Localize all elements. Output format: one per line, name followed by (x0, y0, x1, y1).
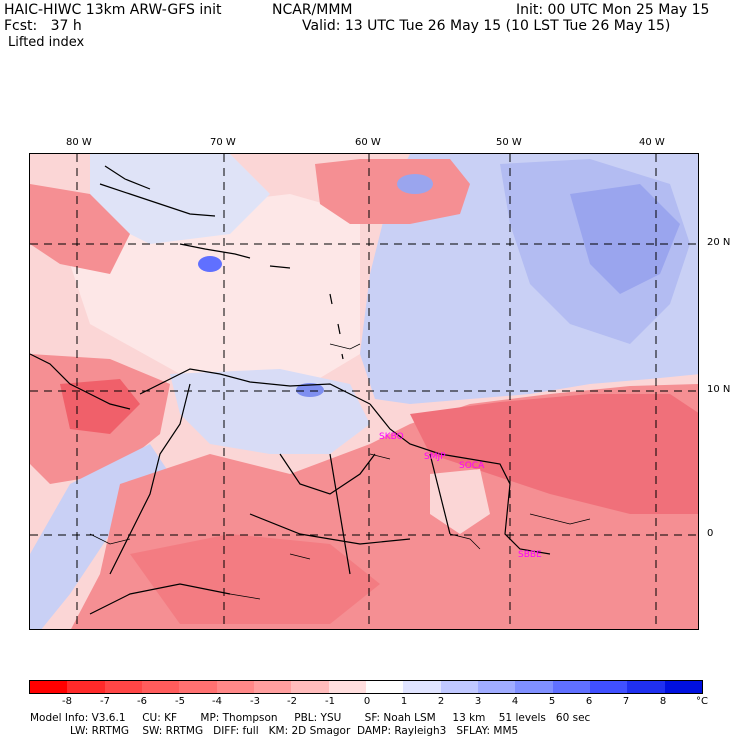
valid-time: Valid: 13 UTC Tue 26 May 15 (10 LST Tue … (302, 18, 671, 34)
positive-li-region (397, 174, 433, 194)
scale-swatch (589, 681, 628, 693)
scale-swatch (216, 681, 254, 693)
scale-swatch (179, 681, 217, 693)
positive-li-region (198, 256, 222, 272)
station-label: SKBO (379, 432, 404, 442)
scale-label: 5 (548, 696, 556, 707)
map-panel (29, 153, 699, 630)
border (109, 383, 191, 575)
scale-label: 2 (437, 696, 445, 707)
coastline (179, 243, 251, 259)
scale-swatch (67, 681, 105, 693)
scale-label: -8 (62, 696, 72, 707)
coastline (139, 368, 371, 405)
field-name: Lifted index (8, 35, 85, 50)
positive-li-region (570, 184, 680, 294)
coastline (269, 265, 291, 269)
station-label: SOCA (459, 461, 485, 471)
positive-li-region (296, 383, 324, 397)
coastline (30, 353, 131, 410)
scale-swatch (365, 681, 404, 693)
scale-label: 7 (622, 696, 630, 707)
lon-label: 40 W (639, 137, 665, 148)
lifted-index-map (30, 154, 698, 629)
scale-label: -3 (250, 696, 260, 707)
org-label: NCAR/MMM (272, 2, 353, 18)
station-label: SMJP (424, 452, 446, 462)
forecast-hour: Fcst: 37 h (4, 18, 82, 34)
scale-label: -2 (287, 696, 297, 707)
scale-swatch (552, 681, 590, 693)
contours (89, 343, 591, 600)
neutral-li-region (70, 194, 360, 384)
border (89, 583, 231, 615)
scale-label: 3 (474, 696, 482, 707)
scale-label: 0 (363, 696, 371, 707)
coastlines (30, 165, 551, 615)
negative-li-region (30, 184, 130, 274)
scale-swatch (627, 681, 665, 693)
scale-swatch (440, 681, 478, 693)
scale-swatch (664, 681, 702, 693)
negative-li-region (60, 379, 140, 434)
coastline (369, 403, 551, 555)
border (329, 453, 351, 575)
coastline (104, 165, 151, 190)
border (249, 513, 411, 545)
scale-swatch (291, 681, 329, 693)
negative-li-region (315, 159, 470, 224)
model-title: HAIC-HIWC 13km ARW-GFS init (4, 2, 222, 18)
scale-label: -7 (100, 696, 110, 707)
scale-swatch (477, 681, 516, 693)
lat-label: 10 N (707, 384, 731, 395)
border (429, 453, 451, 535)
scale-label: 8 (659, 696, 667, 707)
scale-swatch (253, 681, 292, 693)
scale-swatch (141, 681, 180, 693)
color-scale-bar (29, 680, 703, 694)
init-time: Init: 00 UTC Mon 25 May 15 (516, 2, 710, 18)
coastline (329, 293, 344, 360)
scale-swatch (515, 681, 553, 693)
neutral-li-region (430, 469, 490, 534)
station-label: SBBE (518, 550, 542, 560)
scale-swatch (104, 681, 142, 693)
negative-li-region (130, 534, 380, 624)
coastline (99, 183, 216, 217)
contour-line (329, 343, 591, 550)
negative-li-region (410, 394, 698, 514)
scale-swatch (30, 681, 68, 693)
lon-label: 70 W (210, 137, 236, 148)
scale-swatch (328, 681, 366, 693)
model-info-line1: Model Info: V3.6.1 CU: KF MP: Thompson P… (30, 712, 591, 724)
lat-label: 20 N (707, 237, 731, 248)
scale-label: 4 (511, 696, 519, 707)
lon-label: 50 W (496, 137, 522, 148)
scale-label: 1 (400, 696, 408, 707)
scale-swatch (403, 681, 441, 693)
scale-label: -4 (212, 696, 222, 707)
positive-li-region (90, 154, 270, 244)
contour-line (89, 533, 311, 600)
scale-label: 6 (585, 696, 593, 707)
border (279, 453, 376, 495)
scale-unit: °C (696, 696, 708, 707)
scale-label: -6 (137, 696, 147, 707)
lat-label: 0 (707, 528, 714, 539)
graticule (30, 154, 698, 629)
scale-label: -1 (325, 696, 335, 707)
model-info-line2: LW: RRTMG SW: RRTMG DIFF: full KM: 2D Sm… (30, 725, 519, 737)
lon-label: 80 W (66, 137, 92, 148)
lon-label: 60 W (355, 137, 381, 148)
scale-label: -5 (175, 696, 185, 707)
